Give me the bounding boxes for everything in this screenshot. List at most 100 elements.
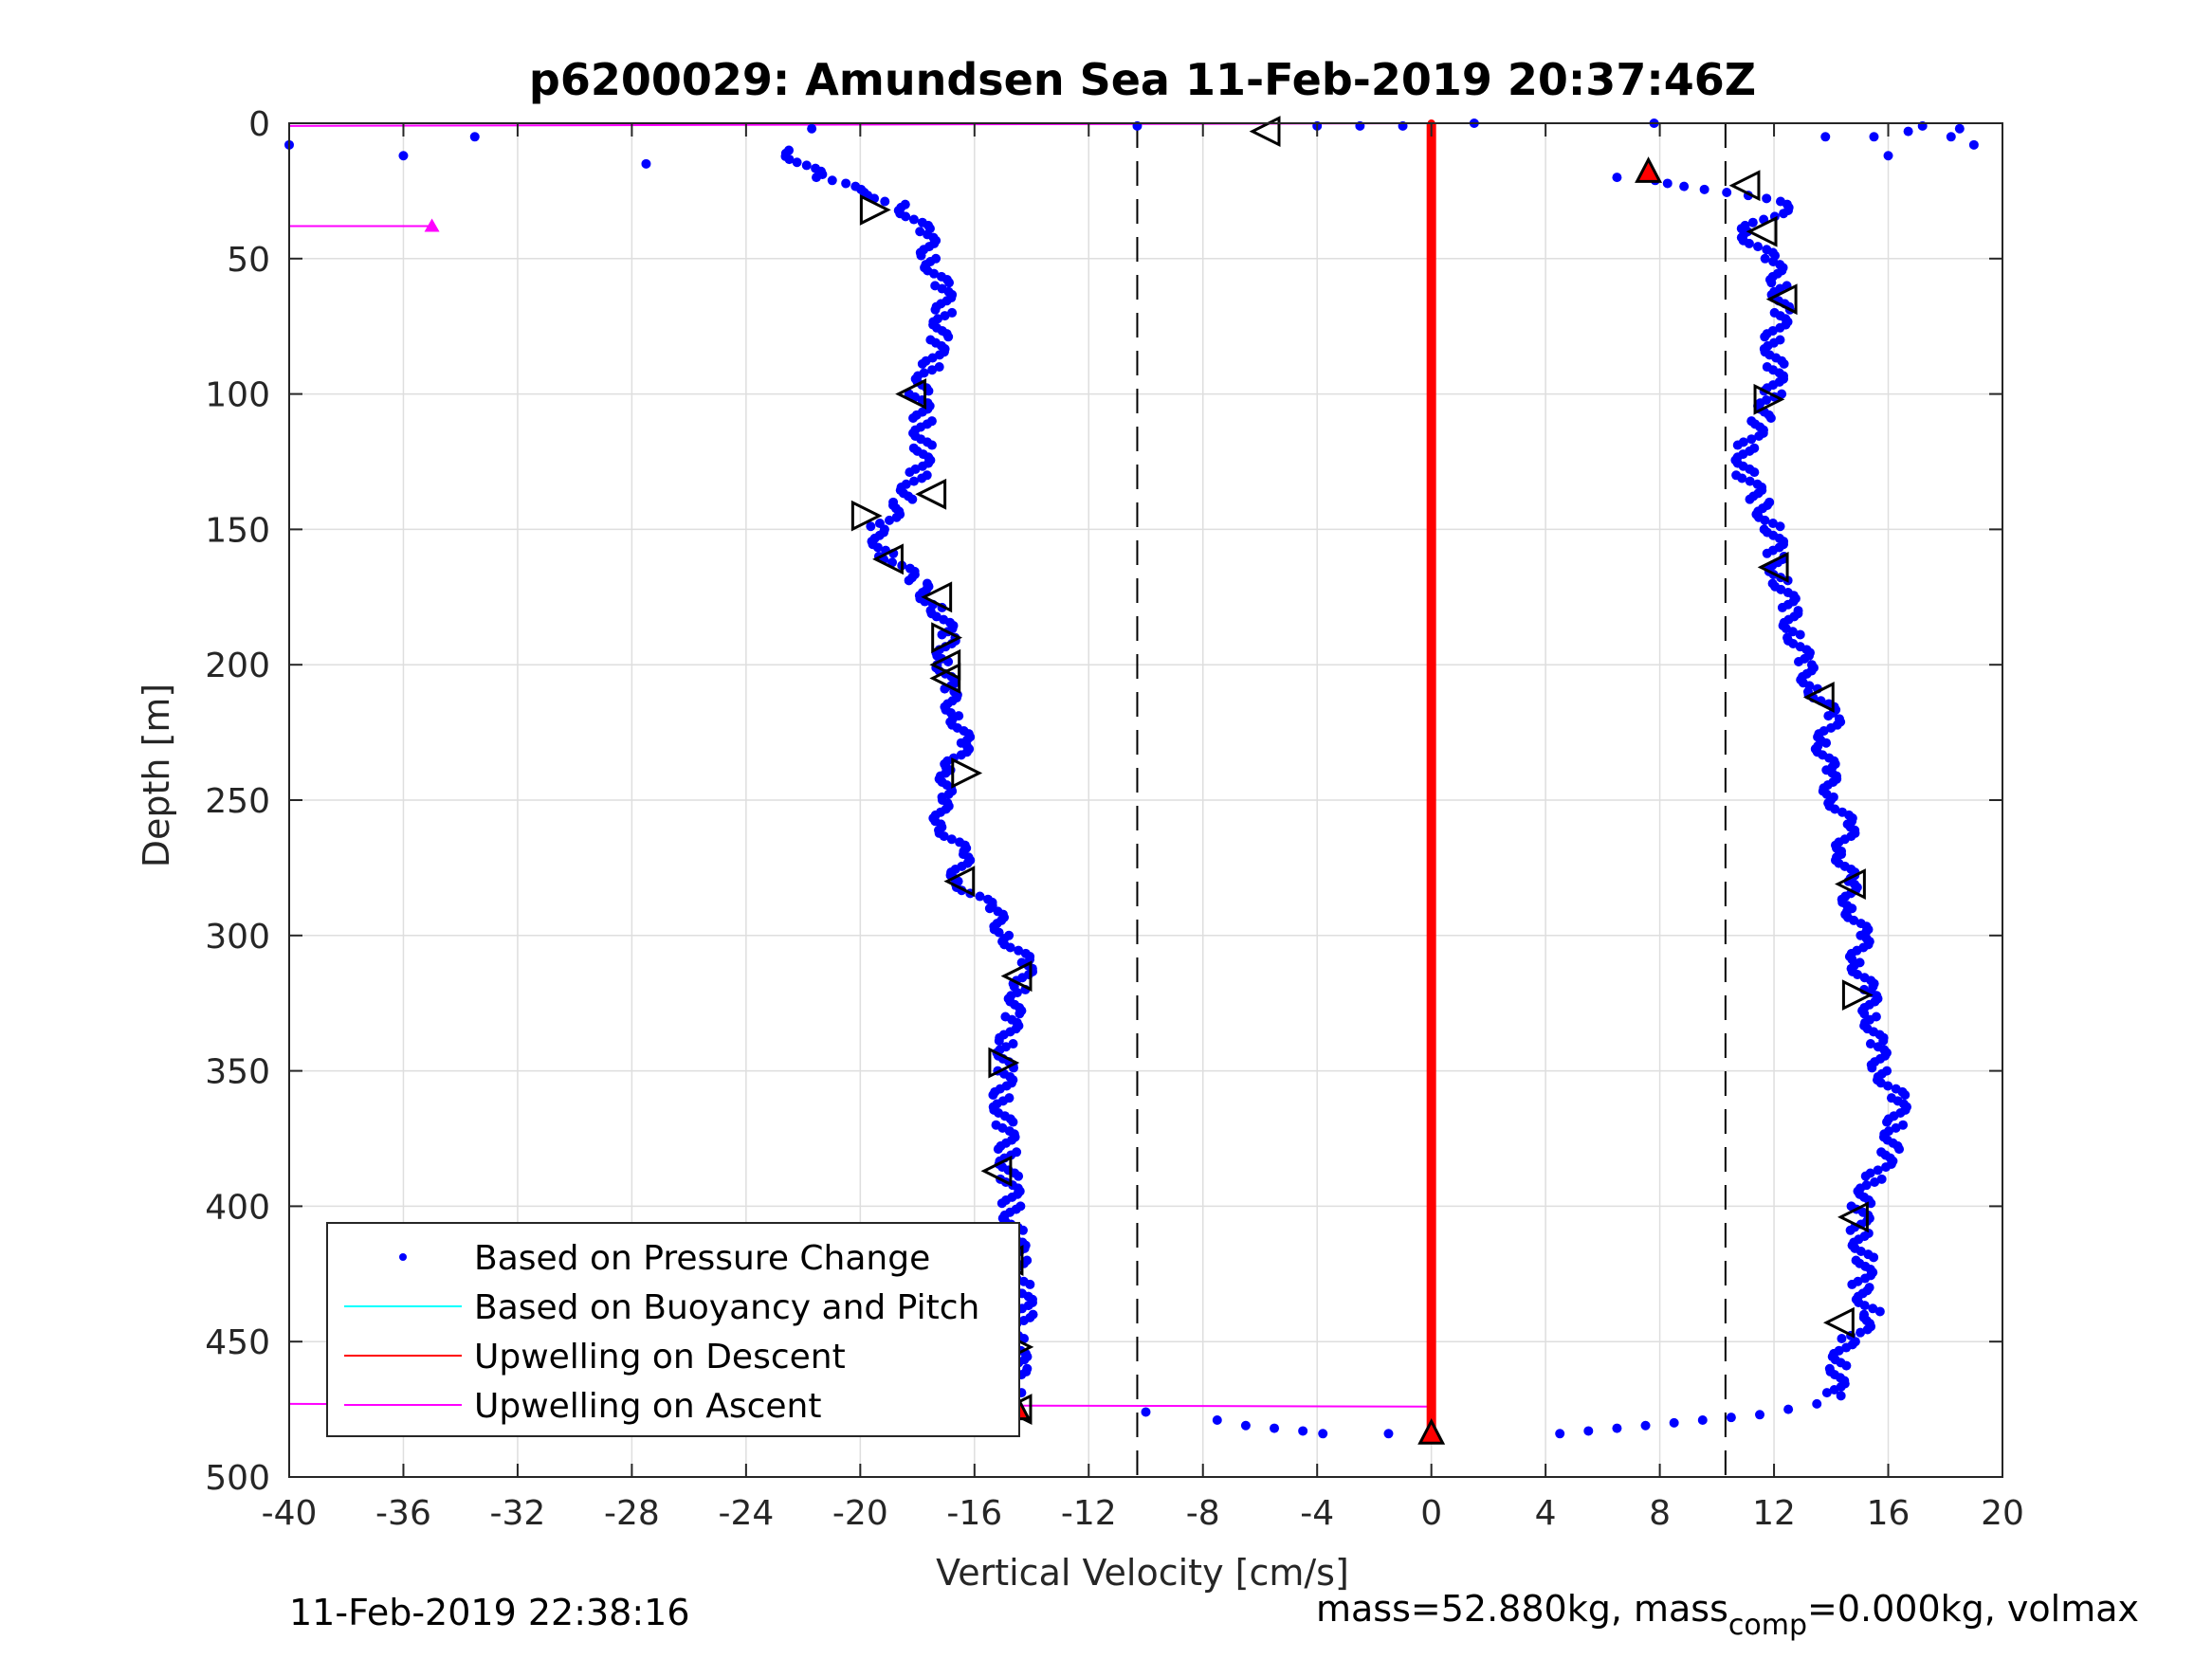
upwelling-descent-point xyxy=(1427,1323,1435,1332)
upwelling-descent-point xyxy=(1427,1148,1435,1157)
upwelling-descent-point xyxy=(1427,627,1435,635)
ascent-buoyancy-marker xyxy=(1728,170,1761,202)
upwelling-descent-point xyxy=(1427,295,1435,303)
ascent-pressure-point xyxy=(1865,1039,1875,1049)
upwelling-descent-point xyxy=(1427,613,1435,622)
upwelling-descent-point xyxy=(1427,843,1435,851)
upwelling-descent-point xyxy=(1427,715,1435,723)
ascent-pressure-point xyxy=(1753,242,1764,252)
upwelling-descent-point xyxy=(1427,1040,1435,1048)
upwelling-descent-point xyxy=(1427,268,1435,277)
upwelling-descent-point xyxy=(1427,674,1435,683)
upwelling-descent-point xyxy=(1427,769,1435,777)
ascent-pressure-point xyxy=(1779,358,1789,369)
descent-pressure-point xyxy=(947,307,958,318)
descent-pressure-point xyxy=(939,831,949,842)
bottom-pressure-point xyxy=(1669,1417,1679,1428)
upwelling-descent-point xyxy=(1427,978,1435,987)
descent-pressure-point xyxy=(940,311,950,321)
legend: Based on Pressure Change Based on Buoyanc… xyxy=(326,1222,1020,1437)
upwelling-descent-point xyxy=(1427,958,1435,967)
upwelling-descent-point xyxy=(1427,525,1435,534)
upwelling-descent-point xyxy=(1427,1019,1435,1028)
upwelling-descent-point xyxy=(1427,1256,1435,1265)
upwelling-descent-point xyxy=(1427,465,1435,473)
upwelling-descent-point xyxy=(1427,1161,1435,1170)
upwelling-descent-point xyxy=(1427,708,1435,717)
upwelling-descent-point xyxy=(1427,728,1435,737)
x-tick-label: -8 xyxy=(1186,1494,1220,1533)
upwelling-descent-point xyxy=(1427,566,1435,574)
upwelling-descent-point xyxy=(1427,301,1435,310)
upwelling-descent-point xyxy=(1427,687,1435,696)
upwelling-descent-point xyxy=(1427,647,1435,655)
upwelling-descent-point xyxy=(1427,607,1435,615)
upwelling-descent-point xyxy=(1427,1344,1435,1353)
y-tick-label: 100 xyxy=(205,376,270,415)
upwelling-descent-point xyxy=(1427,938,1435,946)
upwelling-descent-point xyxy=(1427,857,1435,866)
ascent-pressure-point xyxy=(1856,1247,1866,1256)
upwelling-descent-point xyxy=(1427,342,1435,351)
descent-buoyancy-marker xyxy=(988,1047,1020,1079)
x-axis-label: Vertical Velocity [cm/s] xyxy=(936,1552,1349,1594)
ascent-pressure-point xyxy=(1745,476,1755,486)
upwelling-descent-point xyxy=(1427,1304,1435,1312)
upwelling-descent-point xyxy=(1427,749,1435,757)
bottom-pressure-point xyxy=(1640,1420,1651,1431)
ascent-pressure-point xyxy=(1795,629,1805,640)
descent-pressure-point xyxy=(1008,1039,1018,1049)
upwelling-descent-point xyxy=(1427,898,1435,906)
ascent-pressure-point xyxy=(1845,1225,1856,1235)
upwelling-descent-point xyxy=(1427,1181,1435,1190)
upwelling-descent-point xyxy=(1427,133,1435,141)
upwelling-descent-point xyxy=(1427,1249,1435,1258)
upwelling-descent-point xyxy=(1427,403,1435,411)
bottom-pressure-point xyxy=(1240,1420,1251,1431)
ascent-pressure-point xyxy=(1859,1301,1870,1311)
upwelling-descent-point xyxy=(1427,1215,1435,1224)
upwelling-descent-point xyxy=(1427,945,1435,954)
descent-pressure-point xyxy=(1017,1225,1028,1235)
footer-mass-text: mass=52.880kg, mass xyxy=(1316,1588,1728,1630)
upwelling-descent-point xyxy=(1427,1114,1435,1122)
filled-marker xyxy=(1635,156,1663,183)
upwelling-descent-point xyxy=(1427,694,1435,702)
upwelling-descent-point xyxy=(1427,1094,1435,1103)
bottom-pressure-point xyxy=(1583,1426,1594,1436)
upwelling-descent-point xyxy=(1427,390,1435,398)
upwelling-descent-point xyxy=(1427,221,1435,229)
upwelling-descent-point xyxy=(1427,823,1435,831)
x-tick-label: -36 xyxy=(375,1494,431,1533)
upwelling-descent-point xyxy=(1427,1141,1435,1150)
upwelling-descent-point xyxy=(1427,1284,1435,1292)
upwelling-descent-point xyxy=(1427,1276,1435,1285)
upwelling-descent-point xyxy=(1427,166,1435,174)
x-tick-label: -20 xyxy=(832,1494,888,1533)
upwelling-descent-point xyxy=(1427,1066,1435,1075)
upwelling-descent-point xyxy=(1427,1155,1435,1163)
descent-pressure-point xyxy=(994,1035,1004,1046)
y-tick-label: 250 xyxy=(205,782,270,821)
upwelling-descent-point xyxy=(1427,1107,1435,1116)
upwelling-descent-point xyxy=(1427,424,1435,432)
upwelling-descent-point xyxy=(1427,884,1435,892)
bottom-pressure-point xyxy=(1141,1407,1151,1417)
upwelling-descent-point xyxy=(1427,1080,1435,1088)
upwelling-descent-point xyxy=(1427,396,1435,405)
legend-label: Upwelling on Descent xyxy=(474,1338,846,1376)
ascent-pressure-point xyxy=(1737,473,1747,483)
descent-pressure-point xyxy=(908,412,919,423)
upwelling-descent-point xyxy=(1427,633,1435,642)
descent-pressure-point xyxy=(841,178,851,189)
upwelling-descent-point xyxy=(1427,702,1435,710)
ascent-pressure-point xyxy=(1874,1306,1885,1317)
descent-buoyancy-marker xyxy=(921,581,953,613)
upwelling-descent-point xyxy=(1427,1026,1435,1034)
descent-pressure-point xyxy=(901,211,911,222)
upwelling-descent-point xyxy=(1427,1290,1435,1299)
ascent-buoyancy-marker xyxy=(1753,383,1785,415)
upwelling-descent-point xyxy=(1427,1243,1435,1251)
ascent-pressure-point xyxy=(1767,519,1778,529)
ascent-buoyancy-marker xyxy=(1802,682,1835,713)
